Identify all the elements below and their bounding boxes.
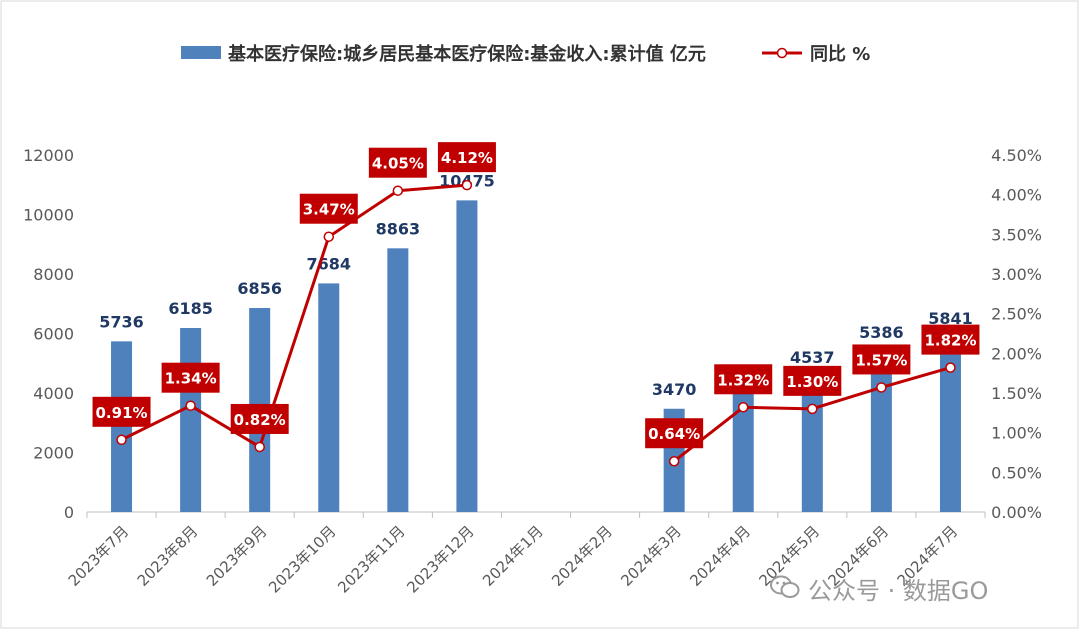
line-point [323, 231, 335, 242]
bar-value-label: 5841 [928, 309, 973, 328]
x-tick-label: 2023年12月 [403, 522, 477, 596]
line-label-box [92, 396, 151, 427]
line-data-label: 4.12% [441, 149, 493, 167]
x-tick-label: 2023年9月 [203, 522, 271, 590]
line-label-box [852, 344, 911, 375]
bar [870, 351, 892, 512]
line-label-box [921, 324, 980, 355]
y-left-tick-label: 10000 [23, 206, 74, 225]
y-left-tick-label: 6000 [33, 325, 74, 344]
y-right-tick-label: 1.00% [991, 424, 1042, 443]
x-tick-label: 2023年10月 [265, 522, 339, 596]
line-point [116, 434, 127, 446]
line-data-label: 0.82% [234, 411, 286, 429]
line-label-box [645, 418, 704, 449]
y-right-tick-label: 0.00% [991, 503, 1042, 522]
bar [801, 377, 823, 512]
bar [456, 200, 478, 512]
y-right-tick-label: 4.50% [991, 146, 1042, 165]
bar [318, 283, 340, 512]
bar-value-label: 5386 [859, 323, 904, 342]
y-right-tick-label: 2.50% [991, 305, 1042, 324]
y-right-tick-label: 4.00% [991, 186, 1042, 205]
line-point [945, 362, 956, 373]
line-point [392, 185, 404, 196]
x-tick-label: 2023年8月 [134, 522, 202, 590]
line-data-label: 1.57% [855, 351, 907, 369]
line-data-label: 1.34% [165, 370, 217, 388]
line-label-box [230, 403, 289, 434]
bar-value-label: 7684 [307, 254, 352, 273]
bar-value-label: 5736 [99, 312, 144, 331]
line-data-label: 1.82% [924, 332, 976, 350]
line-data-label: 0.64% [648, 425, 700, 443]
x-tick-label: 2023年11月 [334, 522, 408, 596]
line-label-box [783, 365, 842, 396]
line-point [461, 179, 473, 191]
x-tick-label: 2023年7月 [65, 522, 133, 590]
line-data-label: 4.05% [372, 155, 424, 173]
bar-value-label: 6856 [237, 279, 282, 298]
bar-value-label: 3470 [652, 380, 697, 399]
line-point [876, 382, 887, 393]
line-data-label: 1.32% [717, 371, 769, 389]
x-tick-label: 2024年2月 [548, 522, 616, 590]
line-point [737, 402, 749, 413]
legend-line-marker [776, 47, 788, 59]
y-left-tick-label: 0 [64, 503, 74, 522]
wechat-icon [770, 575, 800, 601]
y-right-tick-label: 3.00% [991, 265, 1042, 284]
bar [939, 338, 961, 512]
y-right-tick-label: 0.50% [991, 463, 1042, 482]
y-left-tick-label: 2000 [33, 444, 74, 463]
line-data-label: 0.91% [96, 404, 148, 422]
legend-bar-swatch [181, 46, 221, 59]
legend-bar-label: 基本医疗保险:城乡居民基本医疗保险:基金收入:累计值 亿元 [227, 43, 706, 65]
line-series [120, 183, 468, 449]
y-left-tick-label: 12000 [23, 146, 74, 165]
line-label-box [368, 147, 427, 178]
line-point [185, 400, 196, 411]
bar-value-label: 4537 [790, 348, 835, 367]
legend-line-label: 同比 % [810, 44, 870, 65]
x-tick-label: 2024年1月 [479, 522, 547, 590]
line-label-box [161, 362, 220, 393]
y-left-tick-label: 4000 [33, 384, 74, 403]
line-label-box [437, 142, 496, 173]
line-point [668, 455, 680, 467]
line-label-box [714, 364, 773, 395]
bar [732, 379, 754, 512]
watermark: 公众号 · 数据GO [770, 568, 1070, 608]
y-left-tick-label: 8000 [33, 265, 74, 284]
x-tick-label: 2024年3月 [617, 522, 685, 590]
y-right-tick-label: 1.50% [991, 384, 1042, 403]
bar-value-label: 8863 [376, 219, 421, 238]
line-data-label: 1.30% [786, 373, 838, 391]
line-data-label: 3.47% [303, 201, 355, 219]
line-label-box [299, 193, 358, 224]
y-right-tick-label: 2.00% [991, 344, 1042, 363]
line-point [254, 441, 265, 453]
line-point [807, 403, 818, 415]
bar [180, 327, 202, 512]
watermark-text: 公众号 · 数据GO [808, 576, 989, 605]
x-tick-label: 2024年4月 [686, 522, 754, 590]
bar [387, 248, 409, 512]
bar-value-label: 6185 [168, 299, 213, 318]
y-right-tick-label: 3.50% [991, 225, 1042, 244]
